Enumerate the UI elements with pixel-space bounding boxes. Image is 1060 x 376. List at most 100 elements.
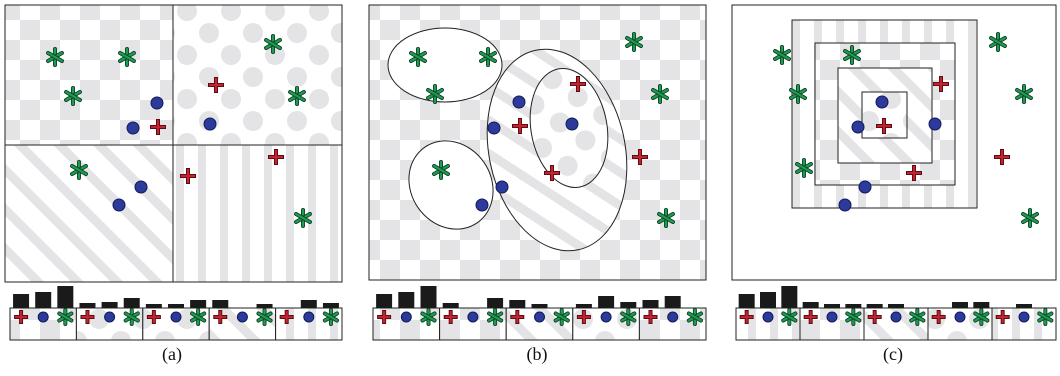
histograms [9,286,1057,341]
star-marker [686,308,703,326]
circle-marker [134,180,148,194]
caption: (b) [527,344,548,365]
star-marker [795,158,813,178]
star-marker [294,208,312,228]
bin-bar [952,302,968,308]
plus-marker [739,310,754,324]
plus-marker [544,165,560,181]
stroke [323,312,339,322]
stroke [190,312,206,322]
region [5,145,173,282]
plus-marker [995,310,1010,324]
bin-bar [300,300,317,308]
bin-bar [376,294,393,308]
circle-marker [1018,311,1030,323]
circle-marker [851,120,865,134]
star-marker [1015,84,1033,104]
stroke [124,312,139,322]
stroke [989,36,1007,48]
circle-marker [954,311,966,323]
bin-bar [13,294,30,308]
plus-marker [150,119,166,135]
star-marker [1021,208,1039,228]
circle-marker [534,311,545,323]
caption: (a) [162,344,182,365]
star-marker [657,208,675,228]
markers [46,32,1039,228]
plus-marker [268,149,284,165]
star-marker [553,308,570,326]
star-marker [70,160,88,180]
star-marker [781,308,798,326]
stroke [974,312,989,322]
bin-bar [1016,304,1032,308]
plus-marker [213,310,228,324]
star-marker [420,308,437,326]
bin-bar [190,300,207,308]
plus-marker [180,168,196,184]
star-marker [256,308,273,326]
bin-bar [802,302,819,308]
star-marker [843,45,861,65]
plus-marker [931,310,946,324]
bin-bar [824,304,840,308]
bin-bar [57,286,74,308]
stroke [409,51,427,63]
bin-bar [79,303,96,308]
stroke [843,49,861,61]
star-marker [190,308,207,326]
circle-marker [890,311,902,323]
stroke [651,88,669,100]
plus-marker [803,310,818,324]
stroke [294,212,312,224]
star-marker [123,308,140,326]
stroke [657,212,675,224]
star-marker [264,34,282,54]
stroke [46,51,64,63]
bin-bar [398,292,415,308]
circle-marker [112,198,126,212]
circle-marker [495,180,509,194]
panel-a [4,4,343,283]
bin-bar [760,292,776,308]
circle-marker [236,311,248,323]
stroke [58,312,73,322]
circle-marker [203,117,217,131]
cluster [408,140,494,230]
bin-bar [845,304,862,308]
plus-marker [443,310,458,324]
bin-bar [888,304,904,308]
plus-marker [14,310,29,324]
plus-marker [377,310,392,324]
stroke [1015,88,1033,100]
circle-marker [875,95,889,109]
star-marker [479,47,497,67]
plus-marker [994,149,1010,165]
stroke [910,312,925,322]
circle-marker [565,117,579,131]
circle-marker [170,311,182,323]
stroke [554,312,569,322]
plus-marker [632,149,648,165]
stroke [118,51,136,63]
bin-bar [781,286,798,308]
star-marker [118,47,136,67]
panel-c [731,4,1057,281]
star-marker [46,47,64,67]
plus-marker [933,76,949,92]
circle-marker [762,311,774,323]
circle-marker [400,311,412,323]
star-marker [651,84,669,104]
circle-marker [467,311,479,323]
circle-marker [826,311,838,323]
bin-bar [620,302,637,308]
bin-bar [973,302,990,308]
bin-bar [642,300,659,308]
star-marker [426,84,444,104]
star-marker [288,86,306,106]
circle-marker [37,311,49,323]
bin-bar [575,304,592,308]
stroke [421,312,436,322]
stroke [288,90,306,102]
region [173,5,342,145]
